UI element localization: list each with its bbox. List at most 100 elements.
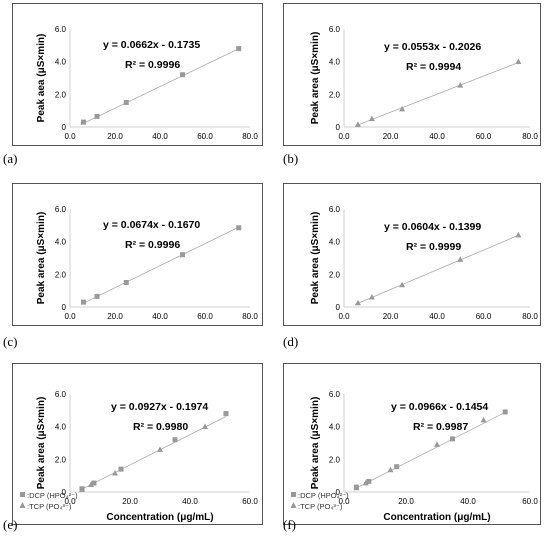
- x-tick-label: 0.0: [64, 497, 76, 506]
- x-tick-label: 60.0: [242, 497, 258, 506]
- y-axis-title: Peak aea (μS×min): [36, 34, 47, 123]
- data-point-triangle: [354, 121, 361, 127]
- x-axis-title: Concentration (μg/mL): [383, 512, 490, 523]
- x-tick-label: 80.0: [242, 132, 258, 141]
- x-tick-label: 0.0: [338, 132, 350, 141]
- data-point-triangle: [362, 479, 369, 486]
- x-tick-label: 40.0: [429, 132, 445, 141]
- x-tick-label: 60.0: [197, 132, 213, 141]
- y-tick-label: 0: [62, 488, 67, 497]
- data-point-triangle: [515, 58, 522, 64]
- data-point-triangle: [202, 423, 208, 429]
- data-point-square: [172, 437, 178, 443]
- x-tick-label: 60.0: [476, 132, 492, 141]
- data-point-square: [123, 100, 129, 105]
- data-point-triangle: [157, 446, 163, 452]
- panel-label-c: (c): [3, 334, 18, 349]
- data-point-square: [94, 293, 100, 299]
- r-squared-label: R² = 0.9999: [406, 241, 461, 253]
- chart-panel-e: 0.0 20.0 40.0 60.0 0 2.0 4.0 6.0 y = 0.0927x - 0…: [12, 363, 263, 525]
- y-tick-label: 6.0: [329, 390, 341, 399]
- y-tick-label: 0: [336, 123, 341, 132]
- x-tick-label: 60.0: [197, 312, 213, 321]
- x-tick-label: 40.0: [152, 132, 168, 141]
- data-point-square: [394, 464, 400, 470]
- regression-equation: y = 0.0927x - 0.1974: [111, 401, 208, 413]
- legend-label: :DCP (HPO₄²⁻): [298, 491, 349, 500]
- chart-svg-d: 0.0 20.0 40.0 60.0 80.0 0 2.0 4.0 6.0 y = 0.0604x…: [310, 205, 538, 321]
- trend-line: [80, 48, 239, 126]
- y-axis-title: Peak area (μS×min): [36, 397, 47, 490]
- x-tick-label: 0.0: [338, 497, 350, 506]
- data-point-triangle: [354, 299, 361, 306]
- data-point-triangle: [399, 281, 406, 288]
- data-point-square: [81, 119, 86, 125]
- x-tick-label: 40.0: [182, 497, 198, 506]
- panel-label-b: (b): [283, 151, 299, 166]
- data-point-triangle: [112, 470, 118, 476]
- x-tick-label: 0.0: [64, 312, 76, 321]
- y-tick-label: 4.0: [55, 423, 67, 432]
- trend-line: [355, 62, 519, 127]
- y-tick-label: 0: [62, 303, 67, 312]
- legend-marker-triangle: [19, 502, 26, 508]
- chart-svg-a: 0.0 20.0 40.0 60.0 80.0 0 2.0 4.0 6.0 y = 0.0662x…: [36, 25, 258, 141]
- chart-svg-b: 0.0 20.0 40.0 60.0 80.0 0 2.0 4.0 6.0 y = 0.0553x…: [310, 25, 538, 141]
- data-point-square: [81, 299, 86, 305]
- y-tick-label: 2.0: [329, 455, 341, 464]
- data-point-square: [118, 466, 124, 472]
- y-tick-label: 2.0: [55, 90, 67, 99]
- data-point-triangle: [457, 256, 464, 262]
- data-point-triangle: [515, 231, 522, 238]
- r-squared-label: R² = 0.9980: [133, 421, 188, 433]
- x-tick-label: 60.0: [476, 312, 492, 321]
- data-point-square: [123, 280, 129, 285]
- x-tick-label: 20.0: [383, 132, 399, 141]
- y-axis-title: Peak area (μS×min): [36, 212, 47, 305]
- trend-line: [80, 226, 239, 305]
- data-point-square: [94, 113, 100, 119]
- y-axis-title: Peak area (μS×min): [310, 397, 321, 490]
- y-axis-title: Peak area (μS×min): [310, 212, 321, 305]
- regression-equation: y = 0.0662x - 0.1735: [103, 39, 200, 51]
- data-point-triangle: [79, 486, 85, 492]
- r-squared-label: R² = 0.9996: [125, 239, 180, 251]
- chart-svg-c: 0.0 20.0 40.0 60.0 80.0 0 2.0 4.0 6.0 y = 0.0674x…: [36, 205, 258, 321]
- data-point-square: [223, 411, 229, 417]
- data-point-triangle: [387, 466, 394, 473]
- trend-line: [354, 411, 506, 490]
- trend-line: [355, 234, 519, 305]
- x-tick-label: 20.0: [383, 312, 399, 321]
- x-tick-label: 20.0: [107, 312, 123, 321]
- y-tick-label: 2.0: [329, 90, 341, 99]
- regression-equation: y = 0.0966x - 0.1454: [391, 401, 488, 413]
- chart-panel-d: 0.0 20.0 40.0 60.0 80.0 0 2.0 4.0 6.0 y = 0.0604x…: [283, 183, 541, 326]
- data-point-square: [450, 436, 455, 442]
- chart-panel-b: 0.0 20.0 40.0 60.0 80.0 0 2.0 4.0 6.0 y = 0.0553x…: [283, 3, 541, 146]
- x-tick-label: 40.0: [152, 312, 168, 321]
- x-tick-label: 80.0: [522, 312, 538, 321]
- legend-label: :TCP (PO₄³⁻): [298, 502, 343, 511]
- y-tick-label: 4.0: [329, 238, 341, 247]
- data-point-triangle: [368, 294, 375, 300]
- data-point-triangle: [457, 82, 464, 88]
- panel-label-e: (e): [3, 517, 18, 532]
- legend-label: :DCP (HPO₄²⁻): [27, 491, 78, 500]
- regression-equation: y = 0.0553x - 0.2026: [384, 41, 481, 53]
- y-tick-label: 4.0: [55, 238, 67, 247]
- x-tick-label: 20.0: [107, 132, 123, 141]
- y-tick-label: 6.0: [329, 25, 341, 34]
- chart-panel-c: 0.0 20.0 40.0 60.0 80.0 0 2.0 4.0 6.0 y = 0.0674x…: [12, 183, 263, 326]
- y-tick-label: 6.0: [329, 205, 341, 214]
- regression-equation: y = 0.0604x - 0.1399: [384, 221, 481, 233]
- panel-label-a: (a): [3, 151, 18, 166]
- y-axis-title: Peak area (μS×min): [310, 32, 321, 125]
- legend-label: :TCP (PO₄³⁻): [27, 502, 72, 511]
- y-tick-label: 2.0: [329, 270, 341, 279]
- chart-panel-f: 0.0 20.0 40.0 60.0 0 2.0 4.0 6.0 y = 0.0966x - 0…: [283, 363, 541, 525]
- data-point-square: [180, 72, 185, 78]
- y-tick-label: 6.0: [55, 205, 67, 214]
- chart-svg-e: 0.0 20.0 40.0 60.0 0 2.0 4.0 6.0 y = 0.0927x - 0…: [19, 390, 258, 523]
- panel-label-f: (f): [283, 517, 296, 532]
- y-tick-label: 4.0: [329, 423, 341, 432]
